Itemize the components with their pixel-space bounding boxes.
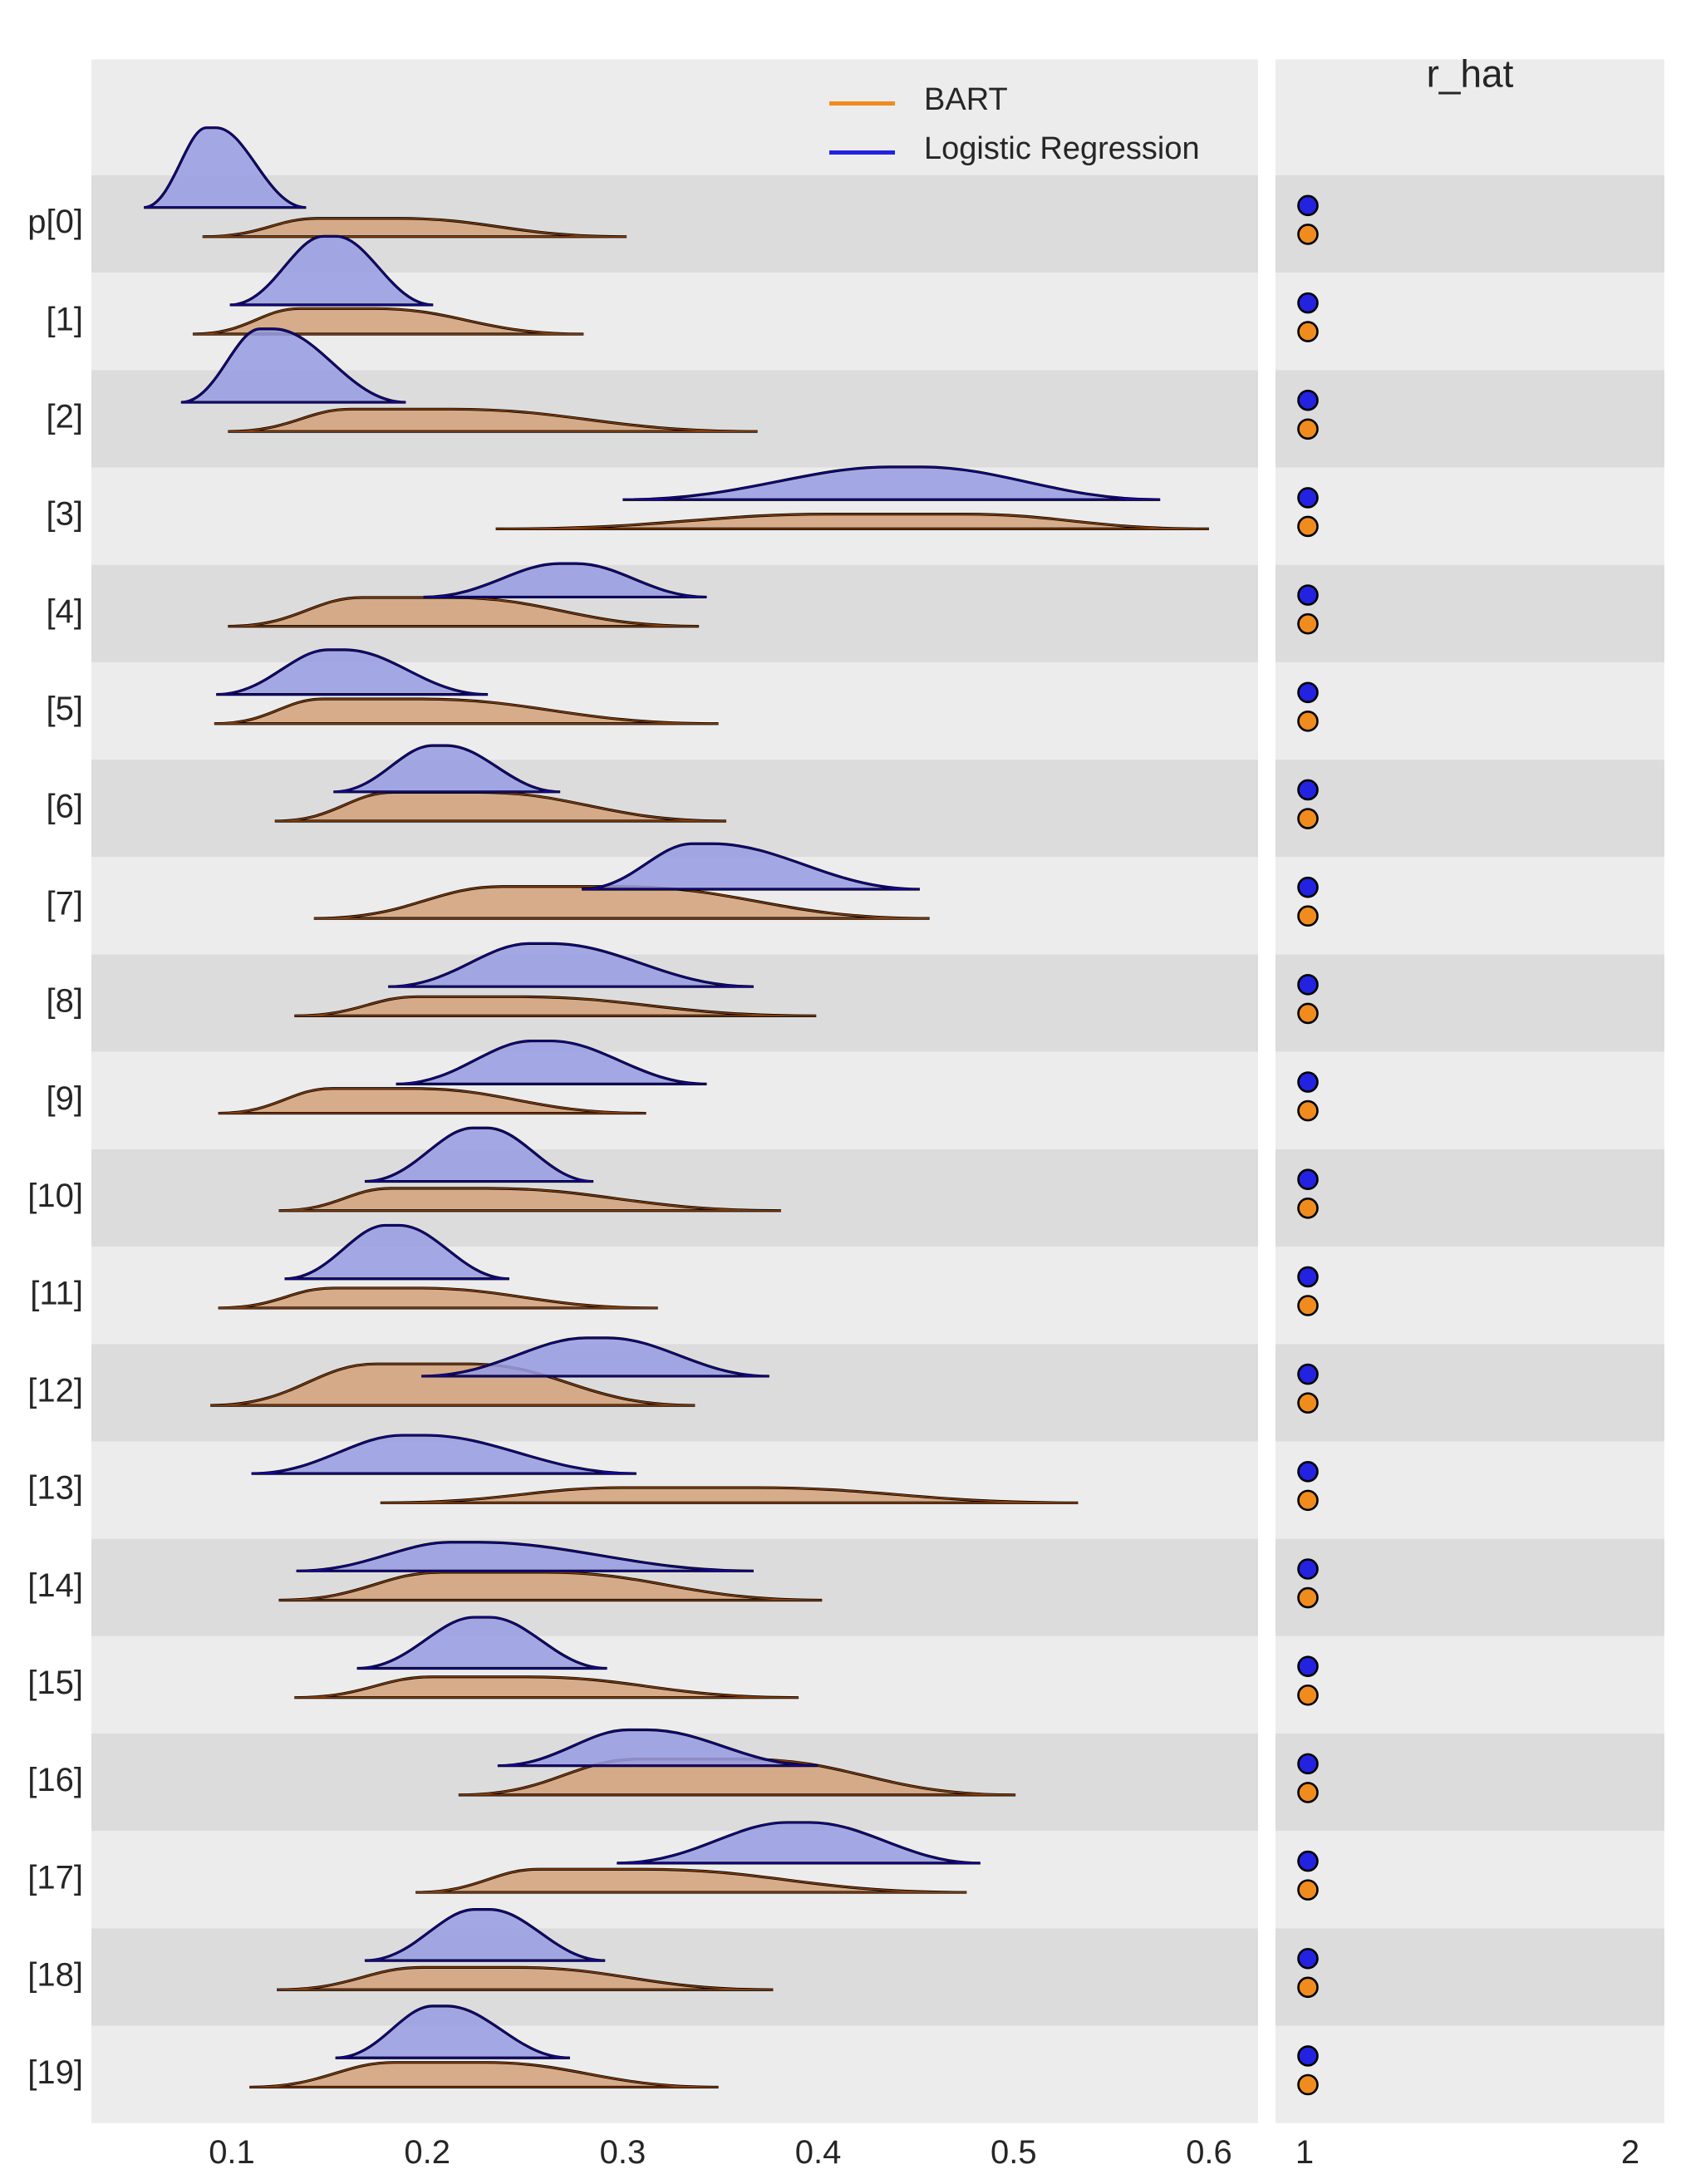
- svg-text:[5]: [5]: [47, 691, 83, 727]
- svg-text:[10]: [10]: [27, 1178, 83, 1214]
- svg-text:2: 2: [1621, 2134, 1639, 2171]
- svg-text:[14]: [14]: [27, 1567, 83, 1604]
- svg-text:0.5: 0.5: [990, 2134, 1037, 2171]
- svg-text:[7]: [7]: [47, 885, 83, 922]
- svg-text:[17]: [17]: [27, 1859, 83, 1896]
- svg-text:0.6: 0.6: [1186, 2134, 1232, 2171]
- svg-text:1: 1: [1295, 2134, 1314, 2171]
- svg-text:[18]: [18]: [27, 1957, 83, 1994]
- svg-text:0.3: 0.3: [600, 2134, 646, 2171]
- svg-text:[3]: [3]: [47, 496, 83, 533]
- svg-text:[6]: [6]: [47, 788, 83, 824]
- svg-text:[1]: [1]: [47, 301, 83, 337]
- svg-text:[12]: [12]: [27, 1372, 83, 1409]
- svg-text:0.4: 0.4: [795, 2134, 842, 2171]
- svg-text:[13]: [13]: [27, 1470, 83, 1507]
- svg-text:[9]: [9]: [47, 1080, 83, 1117]
- svg-text:[16]: [16]: [27, 1762, 83, 1798]
- svg-text:[4]: [4]: [47, 593, 83, 630]
- svg-text:[2]: [2]: [47, 399, 83, 435]
- svg-text:0.1: 0.1: [209, 2134, 255, 2171]
- svg-text:p[0]: p[0]: [27, 204, 83, 240]
- svg-text:[15]: [15]: [27, 1665, 83, 1701]
- svg-text:[11]: [11]: [30, 1275, 83, 1311]
- svg-text:[19]: [19]: [27, 2054, 83, 2091]
- svg-text:r_hat: r_hat: [1427, 52, 1514, 96]
- svg-text:0.2: 0.2: [404, 2134, 450, 2171]
- svg-text:[8]: [8]: [47, 983, 83, 1020]
